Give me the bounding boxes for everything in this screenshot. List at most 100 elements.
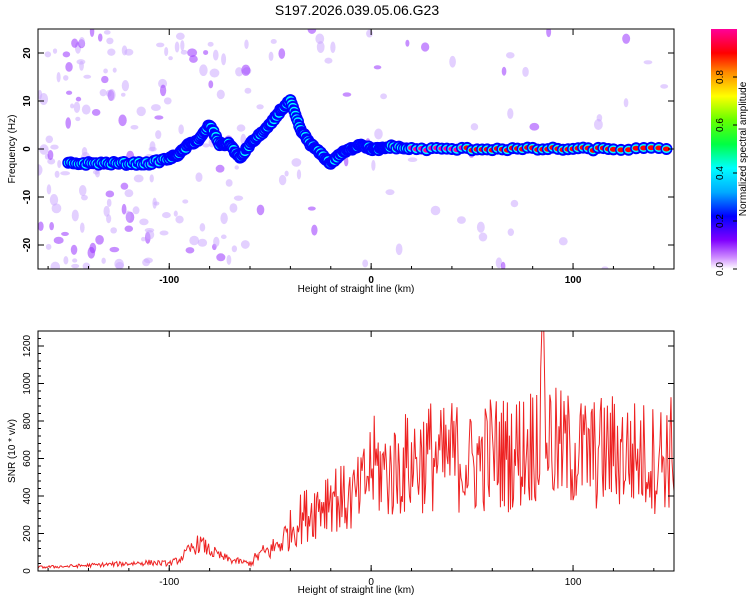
noise-speck — [225, 179, 233, 187]
noise-speck — [324, 57, 333, 64]
noise-speck — [73, 101, 81, 113]
noise-speck — [45, 135, 54, 144]
noise-speck — [101, 75, 109, 84]
colorbar-tick-label: 0.4 — [715, 166, 726, 180]
noise-speck — [256, 204, 265, 216]
noise-speck — [159, 84, 167, 97]
noise-speck — [109, 246, 120, 253]
snr-xlabel: Height of straight line (km) — [298, 585, 415, 596]
noise-speck — [221, 53, 227, 66]
noise-speck — [125, 210, 131, 222]
noise-speck — [226, 254, 232, 265]
y-tick-label: 1200 — [22, 334, 33, 357]
noise-speck — [189, 55, 198, 63]
x-tick-label: -100 — [159, 275, 179, 286]
noise-speck — [47, 149, 54, 161]
noise-speck — [189, 235, 200, 246]
noise-speck — [51, 203, 62, 214]
noise-speck — [121, 80, 130, 92]
x-tick-label: 0 — [368, 577, 374, 588]
noise-speck — [307, 29, 317, 34]
noise-speck — [130, 124, 139, 130]
noise-speck — [234, 165, 239, 170]
noise-speck — [62, 51, 71, 58]
noise-speck — [87, 246, 96, 259]
noise-speck — [39, 144, 49, 155]
snr-ylabel: SNR (10 * v/v) — [7, 419, 18, 483]
colorbar-label: Normalized spectral amplitude — [738, 81, 749, 216]
y-tick-label: 200 — [22, 525, 33, 542]
noise-speck — [197, 238, 208, 247]
noise-speck — [405, 39, 410, 47]
noise-speck — [168, 56, 173, 61]
noise-speck — [236, 124, 246, 132]
noise-speck — [57, 159, 62, 169]
noise-speck — [478, 232, 488, 242]
noise-speck — [124, 189, 134, 198]
noise-speck — [495, 257, 503, 269]
noise-speck — [38, 89, 43, 100]
spectrogram-xlabel: Height of straight line (km) — [298, 284, 415, 295]
noise-speck — [106, 198, 112, 207]
noise-speck — [44, 51, 52, 58]
noise-speck — [199, 223, 206, 232]
noise-speck — [112, 67, 117, 73]
noise-speck — [220, 234, 227, 240]
noise-speck — [643, 60, 653, 65]
noise-speck — [133, 174, 144, 183]
noise-speck — [50, 144, 59, 150]
noise-speck — [162, 212, 171, 219]
snr-series-line — [38, 331, 674, 570]
noise-speck — [385, 189, 395, 196]
noise-speck — [149, 174, 154, 183]
noise-speck — [366, 29, 373, 38]
noise-speck — [278, 174, 287, 186]
noise-speck — [233, 195, 244, 201]
noise-speck — [307, 206, 316, 211]
snr-plot-area — [38, 331, 674, 570]
noise-speck — [342, 92, 352, 97]
noise-speck — [244, 39, 249, 50]
noise-speck — [470, 123, 479, 131]
noise-speck — [522, 66, 529, 77]
noise-speck — [106, 37, 114, 45]
noise-speck — [50, 261, 61, 269]
noise-speck — [507, 108, 514, 120]
noise-speck — [89, 29, 95, 37]
noise-speck — [213, 236, 220, 248]
noise-speck — [65, 117, 71, 129]
noise-speck — [420, 42, 430, 52]
noise-speck — [78, 184, 87, 197]
noise-speck — [54, 170, 60, 178]
noise-speck — [330, 41, 336, 54]
noise-speck — [120, 182, 129, 190]
noise-speck — [185, 247, 195, 254]
noise-speck — [63, 256, 69, 265]
noise-speck — [38, 221, 44, 232]
noise-speck — [174, 41, 180, 53]
noise-speck — [430, 205, 441, 216]
noise-speck — [507, 228, 515, 237]
y-tick-label: 400 — [22, 487, 33, 504]
noise-speck — [270, 39, 277, 44]
noise-speck — [373, 65, 382, 70]
x-tick-label: 0 — [368, 275, 374, 286]
noise-speck — [124, 225, 134, 232]
noise-speck — [229, 203, 238, 213]
noise-speck — [121, 203, 127, 215]
colorbar-gradient — [711, 29, 737, 269]
noise-speck — [284, 170, 289, 177]
noise-speck — [231, 245, 238, 253]
noise-speck — [510, 199, 519, 208]
noise-speck — [63, 75, 69, 81]
noise-speck — [75, 116, 81, 122]
colorbar-tick-label: 0.0 — [715, 262, 726, 276]
noise-speck — [505, 52, 515, 59]
noise-speck — [235, 67, 244, 77]
noise-speck — [81, 194, 88, 201]
noise-speck — [395, 243, 403, 256]
noise-speck — [291, 158, 302, 167]
